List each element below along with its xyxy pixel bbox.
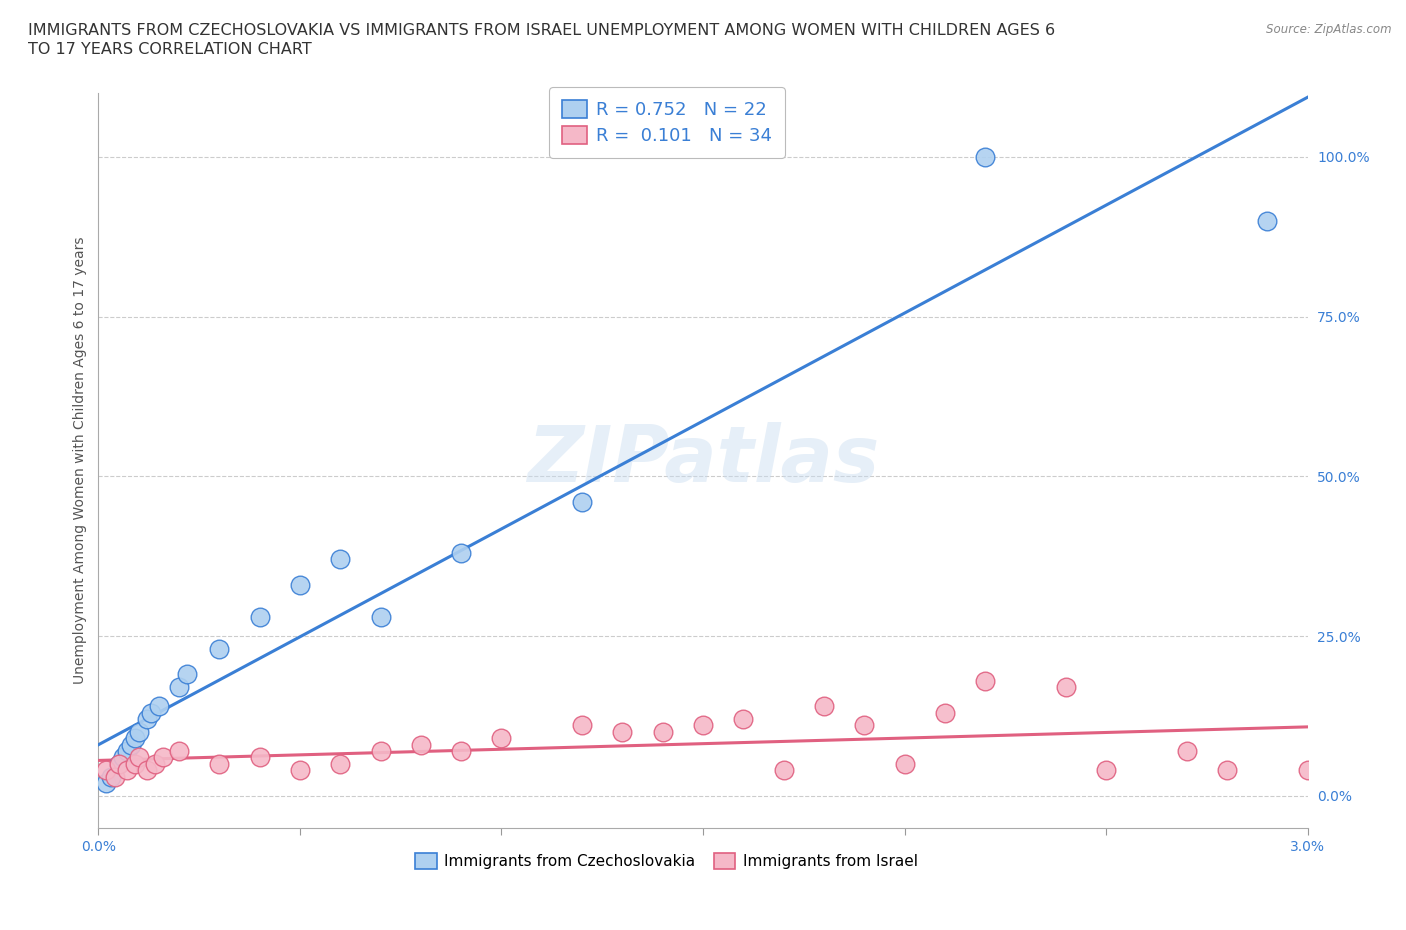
- Point: [152, 750, 174, 764]
- Point: [1296, 763, 1319, 777]
- Point: [167, 680, 190, 695]
- Point: [96, 763, 118, 777]
- Text: Source: ZipAtlas.com: Source: ZipAtlas.com: [1267, 23, 1392, 36]
- Y-axis label: Unemployment Among Women with Children Ages 6 to 17 years: Unemployment Among Women with Children A…: [73, 236, 87, 684]
- Point: [571, 495, 593, 510]
- Point: [208, 756, 231, 771]
- Point: [692, 718, 714, 733]
- Point: [934, 705, 956, 720]
- Point: [148, 698, 170, 713]
- Point: [329, 756, 352, 771]
- Point: [450, 546, 472, 561]
- Text: IMMIGRANTS FROM CZECHOSLOVAKIA VS IMMIGRANTS FROM ISRAEL UNEMPLOYMENT AMONG WOME: IMMIGRANTS FROM CZECHOSLOVAKIA VS IMMIGR…: [28, 23, 1056, 38]
- Point: [329, 551, 352, 566]
- Point: [139, 705, 162, 720]
- Point: [176, 667, 198, 682]
- Point: [450, 744, 472, 759]
- Point: [1054, 680, 1077, 695]
- Point: [370, 744, 392, 759]
- Point: [249, 609, 271, 624]
- Point: [1256, 213, 1278, 228]
- Point: [135, 711, 157, 726]
- Point: [208, 642, 231, 657]
- Point: [111, 750, 134, 764]
- Point: [135, 763, 157, 777]
- Point: [1175, 744, 1198, 759]
- Point: [893, 756, 915, 771]
- Point: [103, 769, 125, 784]
- Point: [288, 578, 311, 592]
- Point: [128, 750, 150, 764]
- Point: [124, 731, 146, 746]
- Point: [772, 763, 794, 777]
- Point: [370, 609, 392, 624]
- Point: [100, 769, 122, 784]
- Point: [107, 756, 129, 771]
- Point: [288, 763, 311, 777]
- Point: [651, 724, 673, 739]
- Point: [491, 731, 513, 746]
- Point: [733, 711, 755, 726]
- Point: [853, 718, 876, 733]
- Point: [96, 776, 118, 790]
- Legend: Immigrants from Czechoslovakia, Immigrants from Israel: Immigrants from Czechoslovakia, Immigran…: [409, 847, 924, 875]
- Point: [249, 750, 271, 764]
- Point: [612, 724, 634, 739]
- Point: [115, 763, 138, 777]
- Point: [571, 718, 593, 733]
- Point: [813, 698, 835, 713]
- Point: [1095, 763, 1118, 777]
- Text: ZIPatlas: ZIPatlas: [527, 422, 879, 498]
- Text: TO 17 YEARS CORRELATION CHART: TO 17 YEARS CORRELATION CHART: [28, 42, 312, 57]
- Point: [1216, 763, 1239, 777]
- Point: [974, 673, 997, 688]
- Point: [167, 744, 190, 759]
- Point: [120, 737, 142, 752]
- Point: [974, 150, 997, 165]
- Point: [128, 724, 150, 739]
- Point: [107, 756, 129, 771]
- Point: [124, 756, 146, 771]
- Point: [143, 756, 166, 771]
- Point: [115, 744, 138, 759]
- Point: [409, 737, 432, 752]
